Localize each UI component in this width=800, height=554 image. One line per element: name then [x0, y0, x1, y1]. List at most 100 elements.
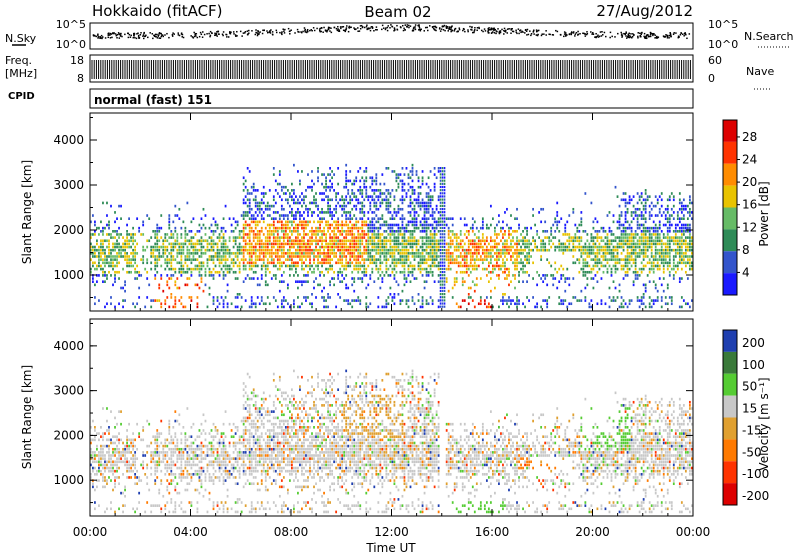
power-cell	[548, 236, 551, 239]
power-cell	[616, 195, 619, 198]
power-cell	[315, 239, 317, 243]
power-cell	[172, 242, 175, 246]
power-cell	[353, 233, 356, 236]
power-cell	[489, 204, 492, 208]
nsky-point	[510, 28, 512, 30]
power-cell	[516, 217, 518, 220]
power-cell	[256, 207, 259, 211]
power-cell	[483, 302, 486, 306]
power-cell	[196, 258, 199, 261]
power-cell	[94, 255, 96, 258]
power-cell	[413, 217, 416, 220]
power-cell	[397, 204, 400, 208]
power-cell	[556, 270, 559, 274]
power-cell	[293, 302, 295, 306]
power-cell	[357, 258, 360, 261]
power-cell	[182, 220, 185, 224]
power-cell	[473, 305, 476, 309]
power-cell	[164, 239, 167, 243]
power-cell	[439, 176, 442, 179]
power-cell	[467, 242, 470, 246]
power-cell	[498, 305, 500, 309]
nsky-point	[611, 35, 613, 38]
power-cell	[339, 230, 342, 233]
power-cell	[608, 258, 611, 261]
power-cell	[566, 233, 569, 236]
nsky-point	[474, 27, 476, 29]
power-cell	[375, 182, 378, 186]
power-cell	[620, 264, 623, 268]
power-cell	[293, 245, 295, 249]
power-cell	[451, 239, 454, 243]
power-cell	[461, 248, 464, 252]
power-cell	[385, 223, 388, 227]
power-cell	[451, 296, 454, 299]
power-cell	[154, 236, 157, 239]
power-cell	[411, 296, 414, 299]
power-cell	[282, 252, 285, 255]
power-cell	[268, 255, 271, 258]
power-cell	[210, 255, 213, 258]
power-cell	[184, 270, 187, 274]
nsky-point	[228, 32, 231, 34]
power-cell	[465, 264, 468, 268]
power-cell	[212, 299, 215, 302]
power-cell	[429, 204, 432, 208]
power-cell	[536, 302, 539, 306]
power-cell	[150, 299, 153, 302]
power-cell	[252, 248, 255, 252]
power-cell	[564, 226, 567, 230]
power-cell	[606, 267, 609, 271]
power-cell	[90, 242, 92, 246]
power-cell	[118, 261, 120, 265]
nsky-point	[304, 28, 306, 31]
nsky-point	[625, 35, 627, 37]
power-cell	[451, 255, 454, 258]
power-cell	[610, 274, 613, 277]
power-cell	[469, 264, 472, 268]
power-cell	[447, 233, 450, 236]
power-cell	[427, 204, 430, 208]
power-cell	[236, 296, 239, 299]
power-cell	[323, 286, 325, 290]
power-cell	[214, 270, 217, 274]
power-cell	[351, 230, 354, 233]
nsky-point	[327, 26, 330, 29]
power-cell	[214, 220, 217, 224]
power-cell	[327, 185, 329, 189]
power-cell	[305, 233, 307, 236]
nsky-point	[135, 37, 138, 40]
power-cell	[441, 220, 444, 223]
power-cell	[407, 230, 410, 233]
power-cell	[114, 264, 116, 268]
nsky-point	[303, 27, 306, 29]
power-cell	[104, 248, 106, 252]
power-cell	[425, 252, 428, 255]
power-cell	[196, 252, 199, 255]
nsky-point	[435, 26, 437, 29]
nsky-point	[156, 33, 158, 36]
power-cell	[622, 264, 625, 268]
power-cell	[212, 258, 215, 261]
power-cell	[443, 267, 446, 270]
power-cell	[230, 261, 233, 265]
power-cell	[90, 270, 92, 274]
power-cell	[616, 226, 619, 230]
nsky-point	[577, 30, 579, 33]
power-cell	[608, 248, 611, 252]
power-cell	[588, 248, 591, 252]
power-cell	[508, 226, 510, 230]
power-cell	[475, 236, 478, 239]
power-cell	[212, 242, 215, 246]
nsky-point	[381, 24, 384, 27]
power-cell	[405, 223, 408, 227]
nsky-point	[480, 29, 483, 32]
power-cell	[216, 245, 219, 249]
power-cell	[280, 252, 283, 255]
power-cell	[393, 245, 396, 249]
nsky-point	[655, 36, 658, 39]
power-cell	[182, 264, 185, 268]
power-cell	[196, 296, 199, 299]
power-cell	[327, 245, 329, 249]
power-cell	[626, 242, 629, 246]
